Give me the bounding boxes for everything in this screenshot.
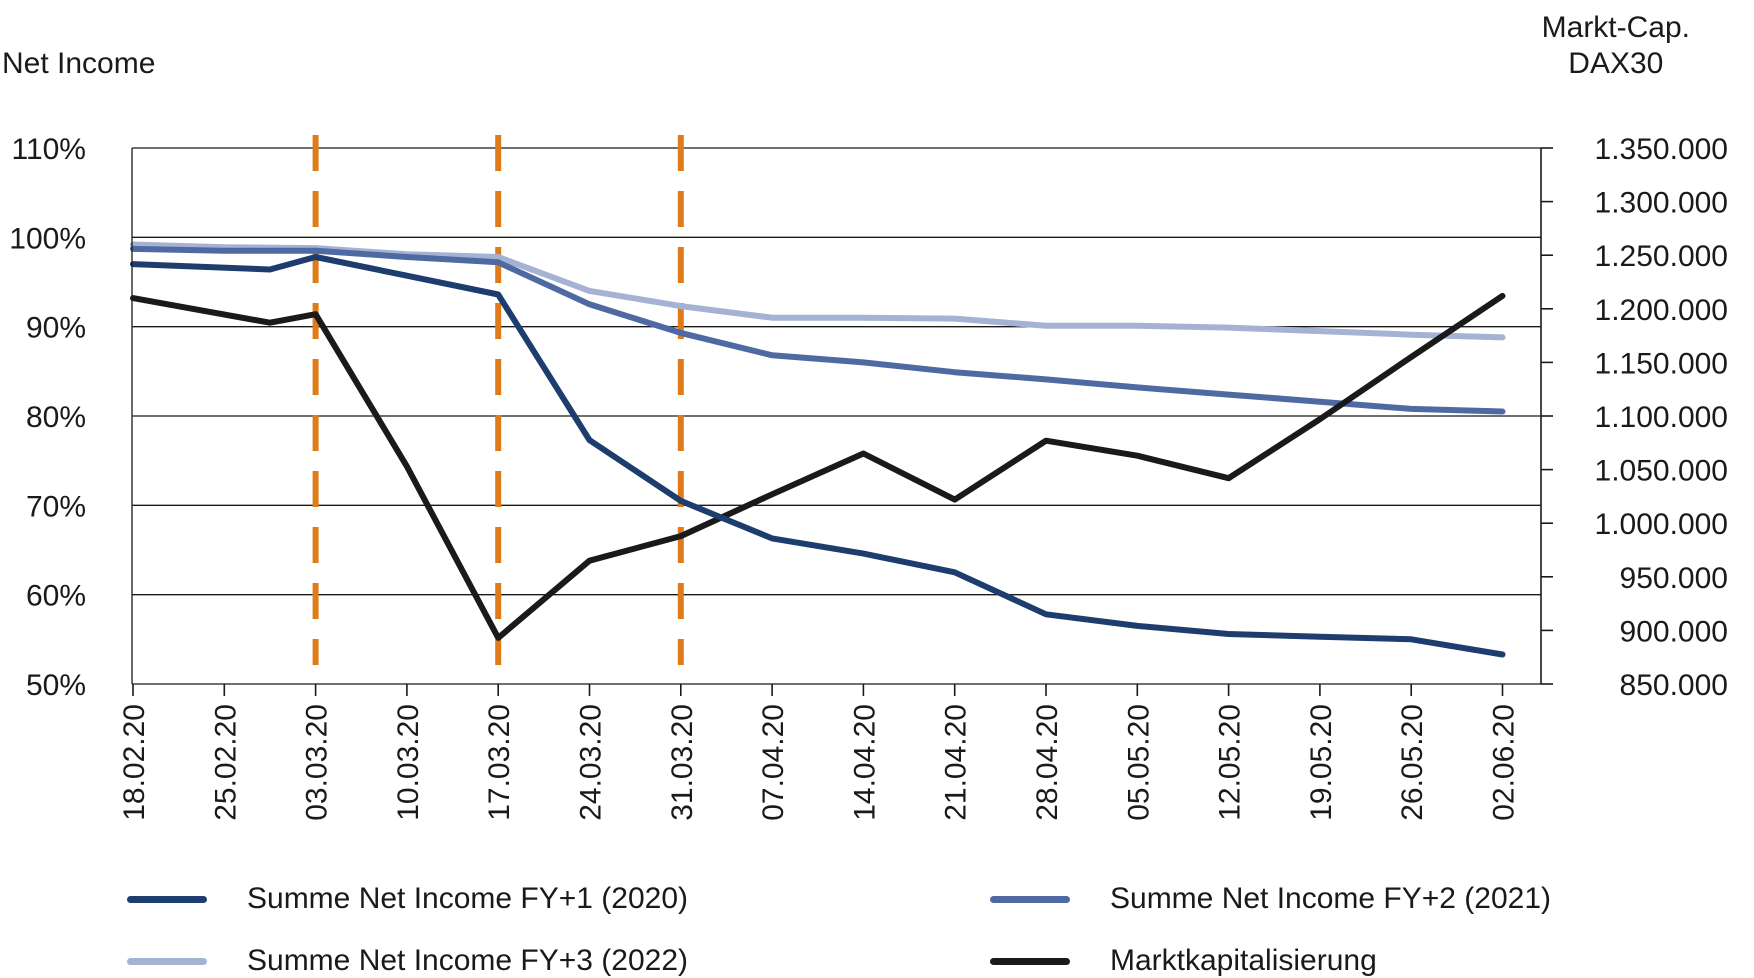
legend-swatch-fy3 bbox=[127, 957, 207, 965]
x-tick-label: 25.02.20 bbox=[209, 704, 242, 821]
x-tick-label: 18.02.20 bbox=[118, 704, 151, 821]
x-tick-label: 28.04.20 bbox=[1031, 704, 1064, 821]
x-tick-label: 14.04.20 bbox=[848, 704, 881, 821]
event-markers bbox=[312, 135, 684, 665]
x-tick-label: 21.04.20 bbox=[940, 704, 973, 821]
legend-item-marketcap: Marktkapitalisierung bbox=[990, 944, 1377, 978]
x-tick-label: 07.04.20 bbox=[757, 704, 790, 821]
x-tick-label: 31.03.20 bbox=[666, 704, 699, 821]
right-tick-label: 1.100.000 bbox=[1595, 401, 1728, 434]
x-tick-label: 03.03.20 bbox=[301, 704, 334, 821]
series-lines bbox=[130, 241, 1506, 658]
x-tick-label: 10.03.20 bbox=[392, 704, 425, 821]
x-tick-label: 24.03.20 bbox=[575, 704, 608, 821]
right-tick-label: 850.000 bbox=[1620, 669, 1728, 702]
left-tick-label: 90% bbox=[26, 312, 86, 345]
right-tick-label: 900.000 bbox=[1620, 615, 1728, 648]
x-tick-label: 02.06.20 bbox=[1488, 704, 1521, 821]
legend-label-fy1: Summe Net Income FY+1 (2020) bbox=[247, 882, 689, 915]
axes: 50% 60% 70% 80% 90% 100% 110% 850.000 900.000 950… bbox=[9, 133, 1728, 821]
right-tick-label: 950.000 bbox=[1620, 562, 1728, 595]
legend-label-fy2: Summe Net Income FY+2 (2021) bbox=[1110, 882, 1552, 915]
legend-item-fy3: Summe Net Income FY+3 (2022) bbox=[127, 944, 688, 978]
right-tick-label: 1.050.000 bbox=[1595, 455, 1728, 488]
legend-swatch-marketcap bbox=[990, 957, 1070, 965]
legend-item-fy1: Summe Net Income FY+1 (2020) bbox=[127, 882, 688, 916]
series-line-1 bbox=[130, 245, 1506, 415]
x-tick-label: 17.03.20 bbox=[483, 704, 516, 821]
legend-label-marketcap: Marktkapitalisierung bbox=[1110, 944, 1377, 977]
right-tick-label: 1.250.000 bbox=[1595, 240, 1728, 273]
left-tick-label: 50% bbox=[26, 669, 86, 702]
series-line-0 bbox=[130, 254, 1506, 658]
left-tick-label: 110% bbox=[11, 133, 86, 166]
legend-label-fy3: Summe Net Income FY+3 (2022) bbox=[247, 944, 689, 977]
left-tick-label: 100% bbox=[9, 222, 86, 255]
left-tick-label: 70% bbox=[26, 490, 86, 523]
series-line-2 bbox=[130, 241, 1506, 341]
x-tick-label: 26.05.20 bbox=[1396, 704, 1429, 821]
right-tick-label: 1.350.000 bbox=[1595, 133, 1728, 166]
left-tick-label: 60% bbox=[26, 580, 86, 613]
legend-item-fy2: Summe Net Income FY+2 (2021) bbox=[990, 882, 1551, 916]
x-tick-label: 19.05.20 bbox=[1305, 704, 1338, 821]
x-tick-label: 12.05.20 bbox=[1214, 704, 1247, 821]
right-tick-label: 1.150.000 bbox=[1595, 347, 1728, 380]
right-axis-title: Markt-Cap. DAX30 bbox=[1542, 10, 1690, 82]
series-line-3 bbox=[130, 292, 1506, 641]
left-tick-label: 80% bbox=[26, 401, 86, 434]
left-axis-title: Net Income bbox=[2, 47, 156, 80]
x-tick-label: 05.05.20 bbox=[1122, 704, 1155, 821]
right-tick-label: 1.300.000 bbox=[1595, 187, 1728, 220]
right-axis-title-line1: Markt-Cap. bbox=[1541, 11, 1690, 44]
legend-swatch-fy1 bbox=[127, 895, 207, 903]
right-axis-title-line2: DAX30 bbox=[1568, 47, 1664, 80]
gridlines bbox=[132, 147, 1541, 685]
right-tick-label: 1.000.000 bbox=[1595, 508, 1728, 541]
right-tick-label: 1.200.000 bbox=[1595, 294, 1728, 327]
legend-swatch-fy2 bbox=[990, 895, 1070, 903]
